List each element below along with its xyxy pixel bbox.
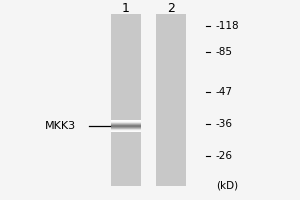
Bar [111, 120, 141, 121]
Bar [111, 124, 141, 125]
Bar [111, 125, 141, 126]
Text: -26: -26 [216, 151, 233, 161]
Bar [111, 126, 141, 127]
Text: (kD): (kD) [216, 181, 238, 191]
Text: -36: -36 [216, 119, 233, 129]
Bar [111, 127, 141, 128]
Text: -118: -118 [216, 21, 240, 31]
Text: -85: -85 [216, 47, 233, 57]
Bar [111, 128, 141, 129]
Text: 2: 2 [167, 1, 175, 15]
Text: MKK3: MKK3 [44, 121, 76, 131]
Bar [111, 121, 141, 122]
Bar [111, 129, 141, 130]
Bar [111, 122, 141, 123]
Bar [111, 130, 141, 131]
Bar [156, 14, 186, 186]
Bar [111, 14, 141, 186]
Text: 1: 1 [122, 1, 130, 15]
Bar [111, 123, 141, 124]
Bar [111, 131, 141, 132]
Text: -47: -47 [216, 87, 233, 97]
